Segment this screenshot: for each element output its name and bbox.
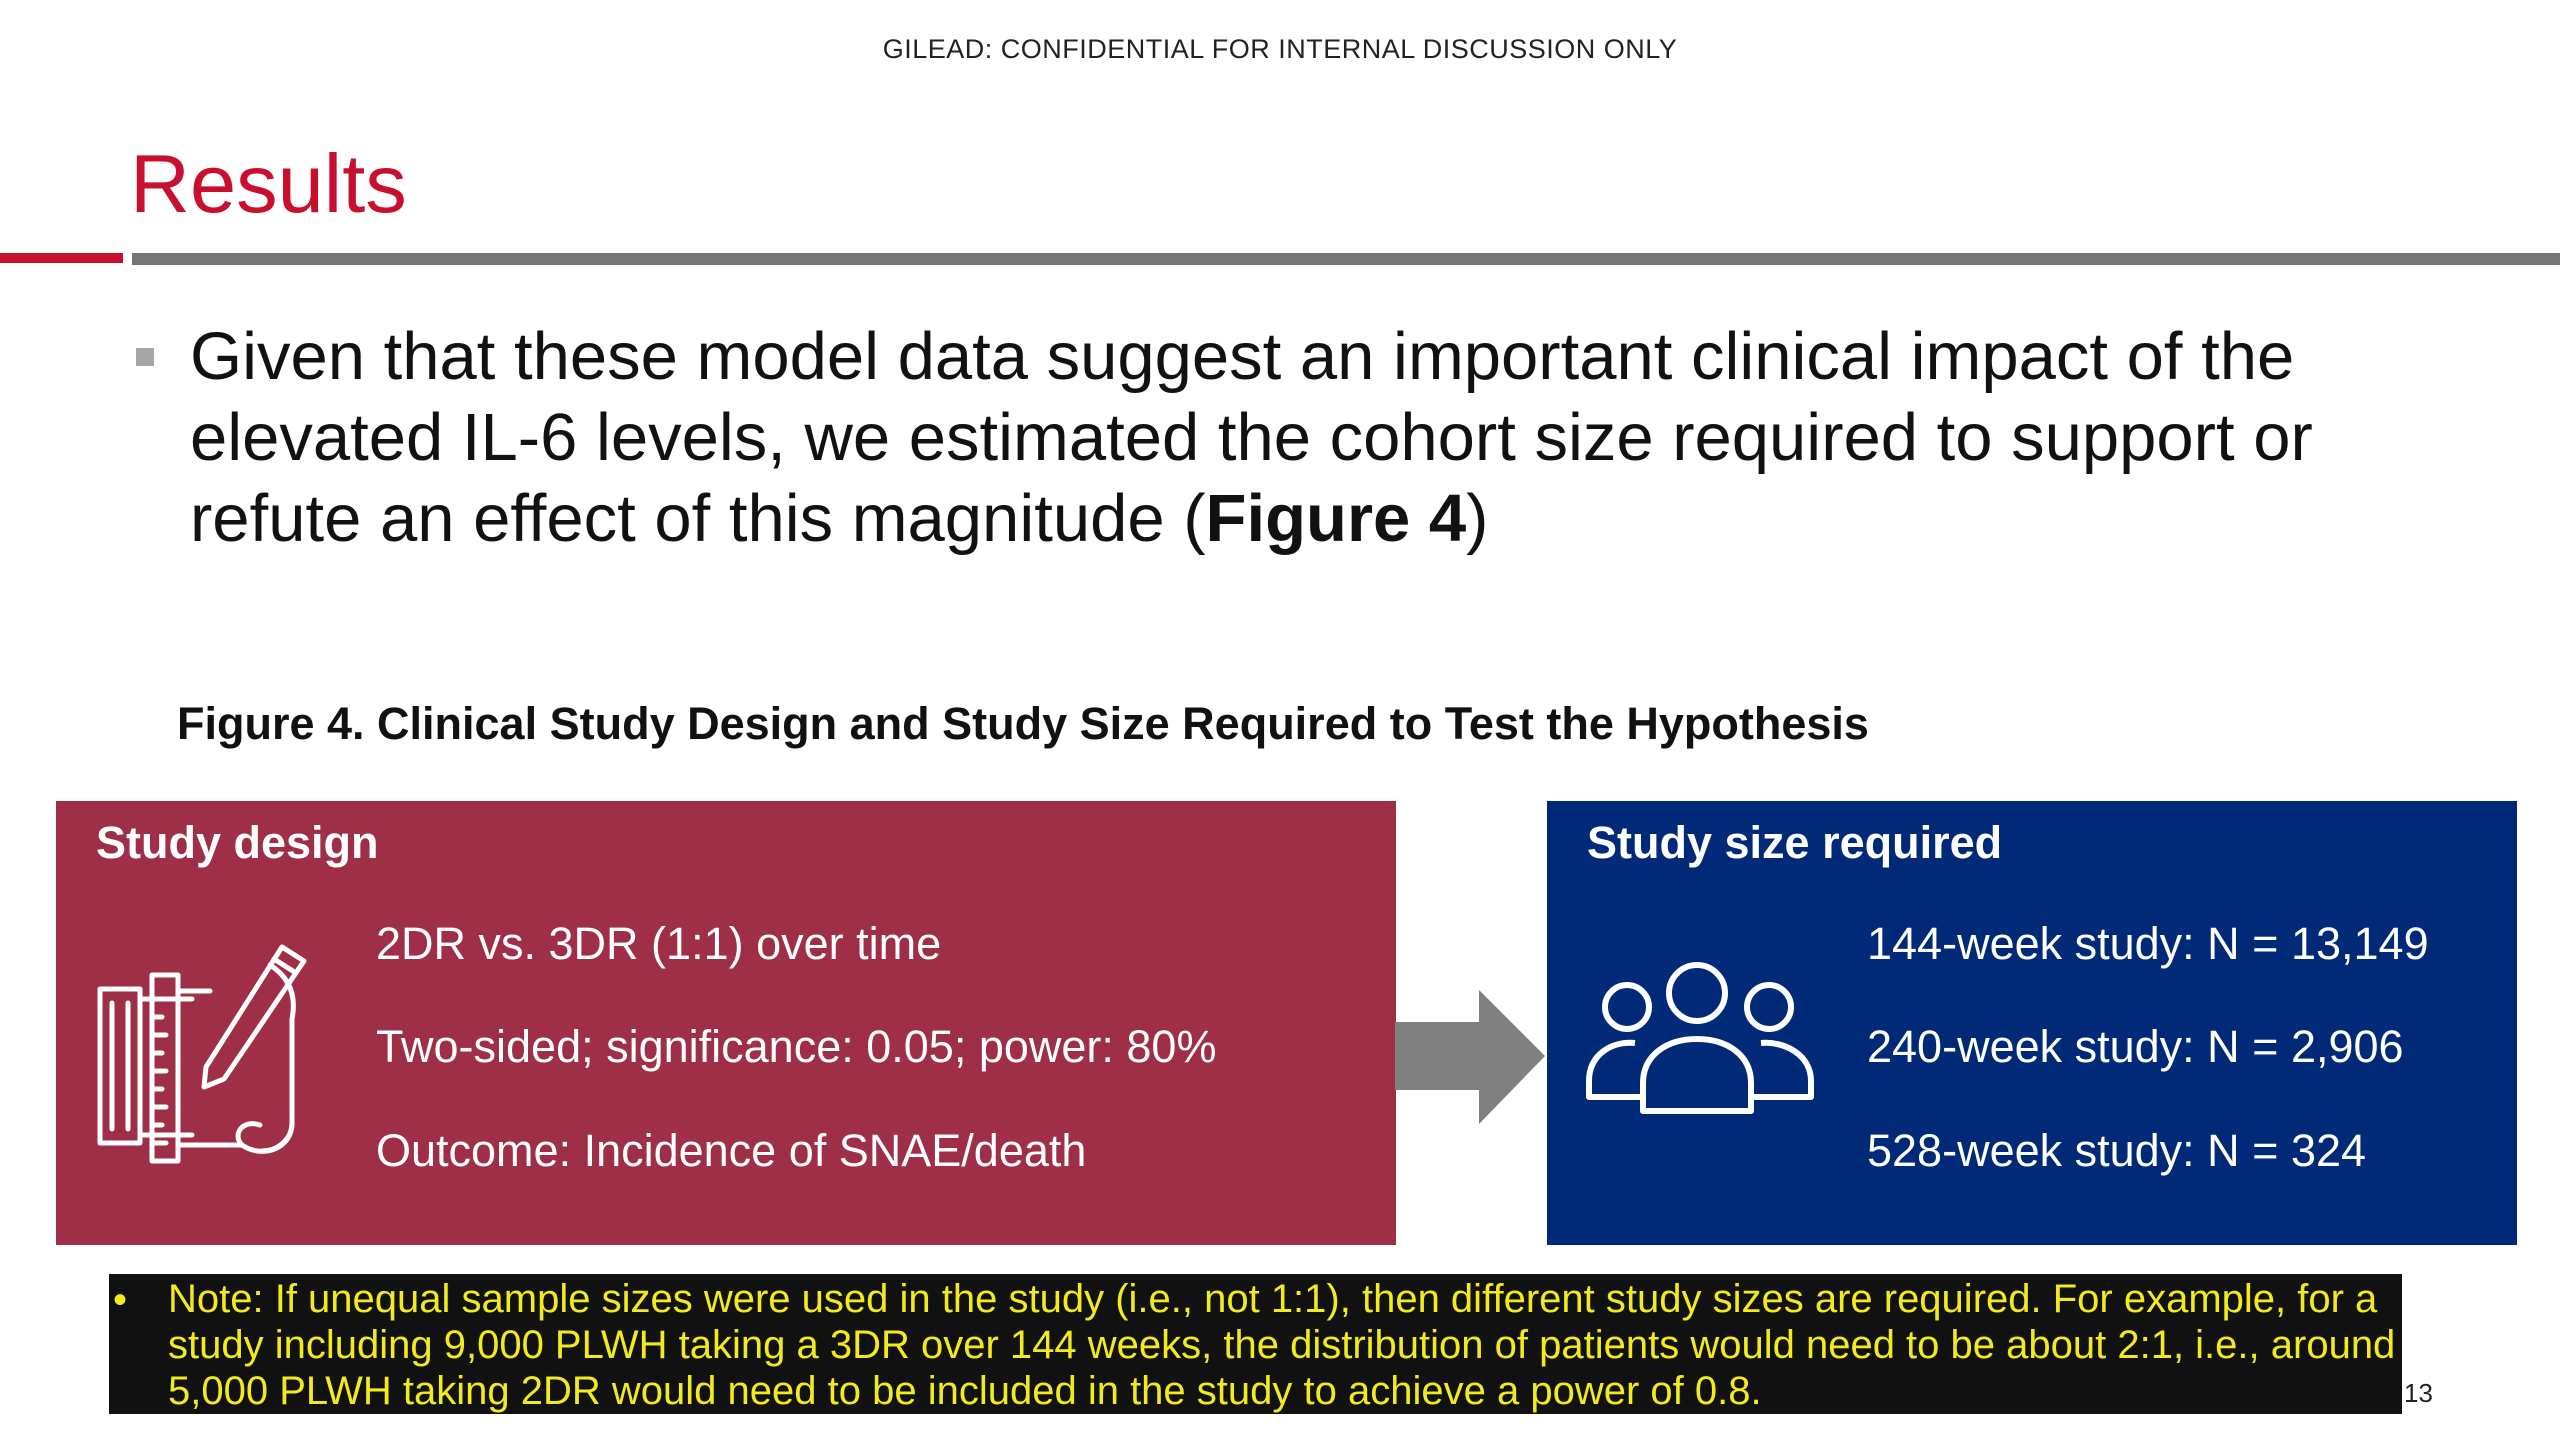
bullet-square-icon — [136, 348, 154, 366]
study-design-item: Two-sided; significance: 0.05; power: 80… — [376, 1021, 1217, 1072]
study-size-item: 528-week study: N = 324 — [1867, 1125, 2367, 1176]
note-bullet: • — [113, 1278, 128, 1322]
blueprint-pencil-icon — [97, 944, 307, 1164]
study-design-panel: Study design 2DR vs. 3DR (1:1) over time… — [56, 801, 1396, 1245]
confidentiality-label: GILEAD: CONFIDENTIAL FOR INTERNAL DISCUS… — [882, 34, 1678, 64]
figure-reference: Figure 4 — [1205, 481, 1467, 556]
study-size-heading: Study size required — [1587, 817, 2003, 868]
note-text: Note: If unequal sample sizes were used … — [168, 1277, 2396, 1413]
right-arrow-icon — [1395, 990, 1545, 1124]
study-size-panel: Study size required 144-week study: N = … — [1547, 801, 2517, 1245]
bullet-text-main: Given that these model data suggest an i… — [190, 319, 2313, 556]
title-rule — [132, 253, 2560, 265]
study-design-heading: Study design — [96, 817, 379, 868]
bullet-text-end: ) — [1466, 481, 1489, 556]
study-size-item: 240-week study: N = 2,906 — [1867, 1021, 2404, 1072]
study-size-item: 144-week study: N = 13,149 — [1867, 918, 2429, 969]
study-design-item: 2DR vs. 3DR (1:1) over time — [376, 918, 942, 969]
study-design-item: Outcome: Incidence of SNAE/death — [376, 1125, 1087, 1176]
people-group-icon — [1586, 962, 1814, 1114]
slide-title: Results — [130, 137, 407, 230]
bullet-text: Given that these model data suggest an i… — [190, 316, 2490, 559]
title-rule-accent — [0, 253, 123, 263]
figure-caption: Figure 4. Clinical Study Design and Stud… — [177, 698, 1869, 749]
note-box — [109, 1274, 2402, 1414]
page-number: 13 — [2404, 1378, 2433, 1408]
